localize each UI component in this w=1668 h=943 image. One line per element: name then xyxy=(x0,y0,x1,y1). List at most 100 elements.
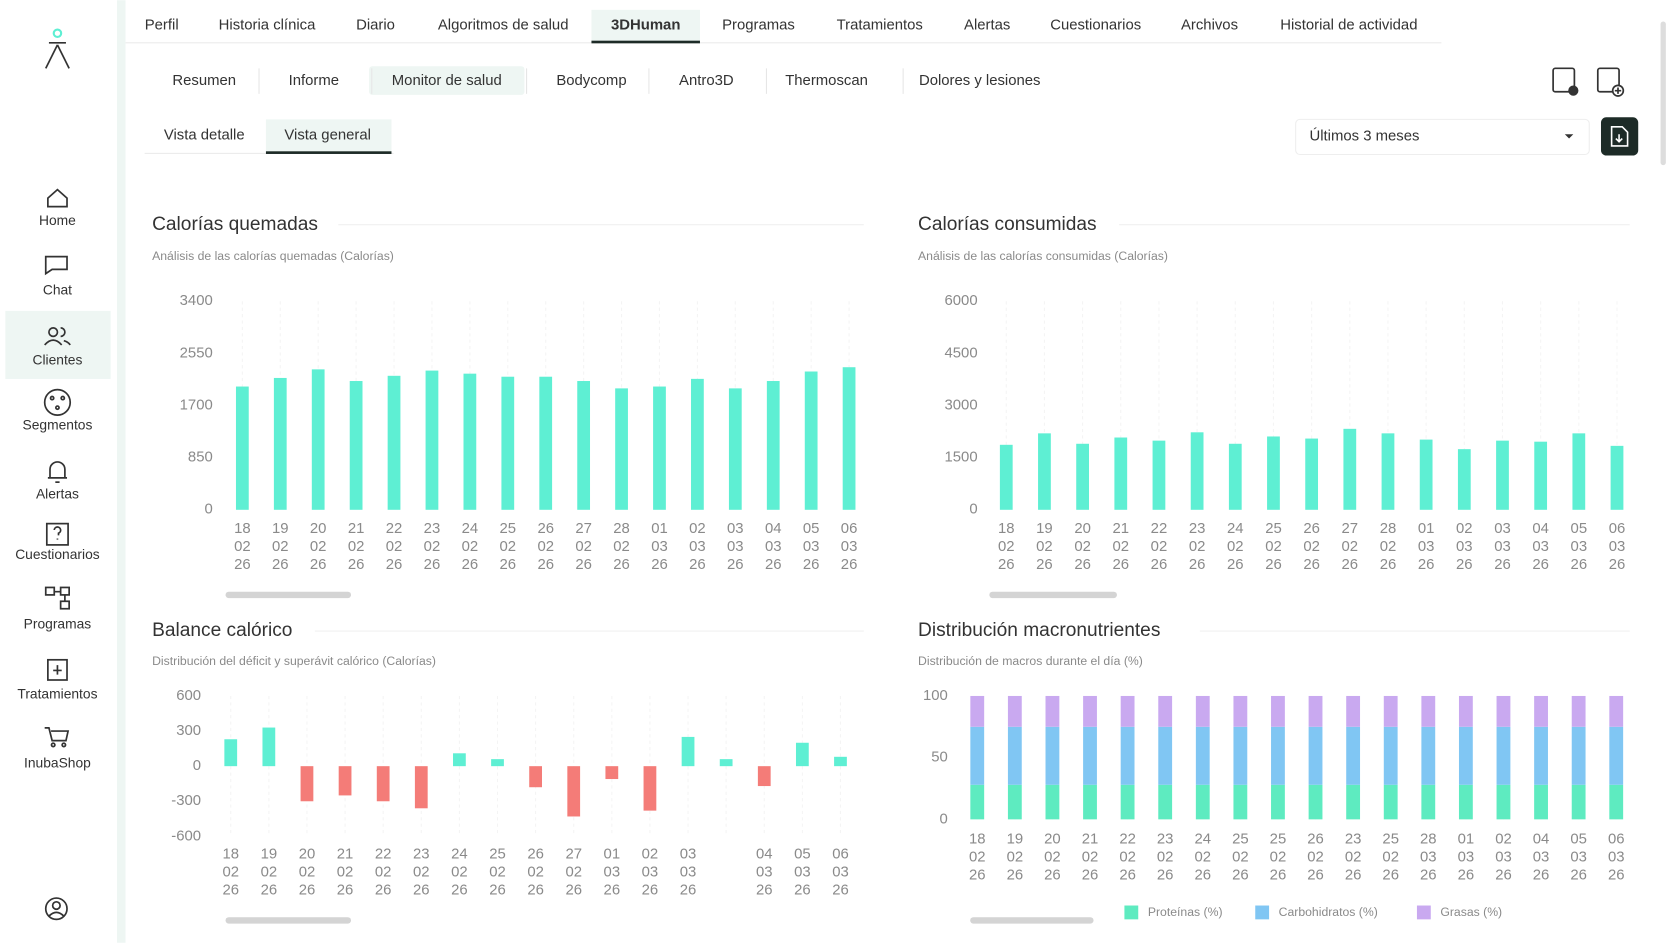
x-tick-label: 26 xyxy=(375,883,392,899)
x-tick-label: 26 xyxy=(451,883,468,899)
x-tick-label: 25 xyxy=(1382,832,1399,848)
sidebar-item[interactable]: Cuestionarios xyxy=(15,546,100,562)
sidebar-item[interactable]: Alertas xyxy=(36,486,79,502)
x-tick-label: 02 xyxy=(337,864,354,880)
bar xyxy=(691,378,704,510)
x-tick-label: 02 xyxy=(1113,539,1130,555)
bar-segment xyxy=(1195,695,1210,727)
x-tick-label: 26 xyxy=(527,883,544,899)
nav-tab[interactable]: Historial de actividad xyxy=(1280,18,1417,34)
x-tick-label: 02 xyxy=(261,864,278,880)
x-tick-label: 26 xyxy=(527,846,544,862)
subnav-tab[interactable]: Informe xyxy=(289,73,339,89)
subnav-tab[interactable]: Thermoscan xyxy=(785,73,868,89)
bar-segment xyxy=(1120,695,1135,727)
sidebar-item[interactable]: Chat xyxy=(43,281,72,297)
sidebar-item[interactable]: Home xyxy=(39,212,76,228)
subnav-tab[interactable]: Antro3D xyxy=(679,73,734,89)
h-scrollbar[interactable] xyxy=(970,917,1094,924)
bar-segment xyxy=(1045,784,1060,820)
x-tick-label: 03 xyxy=(1571,539,1588,555)
nav-tab[interactable]: Historia clínica xyxy=(219,18,316,34)
x-tick-label: 26 xyxy=(1232,868,1249,884)
subnav-tab[interactable]: Dolores y lesiones xyxy=(919,73,1041,89)
nav-tab[interactable]: Alertas xyxy=(964,18,1010,34)
x-tick-label: 25 xyxy=(500,521,517,537)
sidebar-item[interactable]: InubaShop xyxy=(24,755,91,771)
nav-tab[interactable]: 3DHuman xyxy=(611,18,680,34)
x-tick-label: 02 xyxy=(969,850,986,866)
sidebar-item[interactable]: Segmentos xyxy=(23,416,93,432)
dropdown-arrow xyxy=(1564,134,1574,139)
h-scrollbar[interactable] xyxy=(989,591,1117,599)
h-scrollbar[interactable] xyxy=(225,591,352,599)
x-tick-label: 22 xyxy=(375,846,392,862)
x-tick-label: 03 xyxy=(680,846,697,862)
nav-tab[interactable]: Diario xyxy=(356,18,395,34)
subnav-tab[interactable]: Resumen xyxy=(172,73,236,89)
x-tick-label: 06 xyxy=(1609,521,1626,537)
bar xyxy=(1305,438,1319,510)
sidebar-item[interactable]: Clientes xyxy=(32,352,82,368)
x-tick-label: 02 xyxy=(386,539,403,555)
x-tick-label: 25 xyxy=(1270,832,1287,848)
x-tick-label: 05 xyxy=(794,846,811,862)
x-tick-label: 22 xyxy=(1119,832,1136,848)
bar xyxy=(425,370,439,510)
range-select-label: Últimos 3 meses xyxy=(1310,127,1420,144)
bar xyxy=(273,377,287,510)
x-tick-label: 03 xyxy=(1494,539,1511,555)
x-tick-label: 26 xyxy=(1345,868,1362,884)
bar-segment xyxy=(1158,784,1173,820)
x-tick-label: 05 xyxy=(803,521,820,537)
x-tick-label: 06 xyxy=(832,846,849,862)
nav-tab[interactable]: Archivos xyxy=(1181,18,1238,34)
x-tick-label: 26 xyxy=(500,557,517,573)
x-tick-label: 02 xyxy=(375,864,392,880)
x-tick-label: 26 xyxy=(1609,557,1626,573)
legend-swatch xyxy=(1416,905,1431,920)
y-tick-label: 600 xyxy=(176,688,201,704)
toolbar-icons[interactable] xyxy=(1552,67,1625,97)
x-tick-label: 03 xyxy=(1418,539,1435,555)
bar xyxy=(804,371,818,510)
x-tick-label: 02 xyxy=(489,864,506,880)
bar xyxy=(224,739,238,767)
subnav-tab[interactable]: Bodycomp xyxy=(556,73,626,89)
y-tick-label: 4500 xyxy=(945,345,978,361)
bar-segment xyxy=(1308,726,1323,785)
x-tick-label: 26 xyxy=(1151,557,1168,573)
x-tick-label: 22 xyxy=(1151,521,1168,537)
x-tick-label: 02 xyxy=(1265,539,1282,555)
nav-tab[interactable]: Algoritmos de salud xyxy=(438,18,569,34)
nav-tab[interactable]: Programas xyxy=(722,18,795,34)
x-tick-label: 26 xyxy=(1074,557,1091,573)
x-tick-label: 26 xyxy=(1420,868,1437,884)
view-tab[interactable]: Vista detalle xyxy=(164,127,245,143)
subnav-tab[interactable]: Monitor de salud xyxy=(392,73,502,89)
range-select[interactable] xyxy=(1295,118,1590,156)
bar-segment xyxy=(1421,726,1436,785)
sidebar-item[interactable]: Tratamientos xyxy=(17,686,97,702)
bar-segment xyxy=(1609,695,1624,727)
bar xyxy=(311,369,325,510)
x-tick-label: 26 xyxy=(565,883,582,899)
x-tick-label: 26 xyxy=(689,557,706,573)
x-tick-label: 26 xyxy=(462,557,479,573)
h-scrollbar[interactable] xyxy=(225,917,352,924)
sidebar-item[interactable]: Programas xyxy=(24,615,92,631)
nav-tab[interactable]: Cuestionarios xyxy=(1050,18,1141,34)
nav-tab[interactable]: Perfil xyxy=(145,18,179,34)
x-tick-label: 05 xyxy=(1570,832,1587,848)
bar xyxy=(1076,443,1089,510)
bar xyxy=(376,766,390,802)
x-tick-label: 03 xyxy=(1570,850,1587,866)
x-tick-label: 01 xyxy=(604,846,621,862)
x-tick-label: 26 xyxy=(261,883,278,899)
nav-tab[interactable]: Tratamientos xyxy=(837,18,923,34)
sidebar-border xyxy=(117,0,126,943)
x-tick-label: 02 xyxy=(1082,850,1099,866)
bar xyxy=(1267,436,1280,510)
view-tab[interactable]: Vista general xyxy=(284,127,371,143)
chart-subtitle: Análisis de las calorías consumidas (Cal… xyxy=(918,249,1168,263)
